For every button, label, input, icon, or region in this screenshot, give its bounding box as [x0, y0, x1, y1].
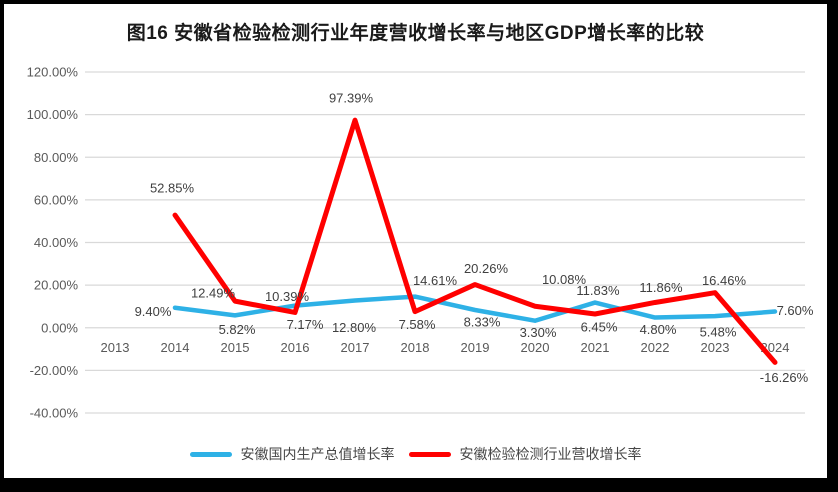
data-label: 52.85% [150, 181, 195, 196]
data-label: 7.17% [287, 317, 324, 332]
x-tick-label: 2023 [701, 340, 730, 355]
y-tick-label: 20.00% [34, 278, 79, 293]
data-label: 10.39% [265, 289, 310, 304]
data-label: 10.08% [542, 272, 587, 287]
y-tick-label: 60.00% [34, 192, 79, 207]
x-tick-label: 2017 [341, 340, 370, 355]
data-label: 7.58% [399, 317, 436, 332]
y-tick-label: 40.00% [34, 235, 79, 250]
x-tick-label: 2020 [521, 340, 550, 355]
data-label: 16.46% [702, 273, 747, 288]
x-tick-label: 2019 [461, 340, 490, 355]
x-tick-label: 2022 [641, 340, 670, 355]
data-label: 4.80% [640, 322, 677, 337]
data-label: 5.48% [700, 325, 737, 340]
y-tick-label: -40.00% [30, 406, 79, 421]
x-tick-label: 2013 [101, 340, 130, 355]
data-label: 7.60% [777, 303, 814, 318]
data-label: 6.45% [581, 320, 618, 335]
data-label: 12.80% [332, 320, 377, 335]
chart-legend: 安徽国内生产总值增长率 安徽检验检测行业营收增长率 [4, 444, 827, 464]
industry-line-swatch-icon [408, 451, 451, 457]
y-tick-label: 80.00% [34, 150, 79, 165]
chart-title: 图16 安徽省检验检测行业年度营收增长率与地区GDP增长率的比较 [126, 23, 705, 44]
x-tick-label: 2016 [281, 340, 310, 355]
data-label: 5.82% [219, 322, 256, 337]
data-label: 8.33% [464, 314, 501, 329]
data-label: 11.86% [639, 280, 683, 295]
data-label: 3.30% [520, 325, 557, 340]
legend-label-gdp: 安徽国内生产总值增长率 [240, 446, 395, 462]
data-label: -16.26% [760, 370, 809, 385]
gdp-line-swatch-icon [189, 451, 232, 457]
data-label: 11.83% [576, 283, 620, 298]
data-label: 97.39% [329, 91, 374, 106]
x-tick-label: 2015 [221, 340, 250, 355]
industry-revenue-growth-line [172, 117, 778, 365]
y-tick-label: 100.00% [27, 107, 79, 122]
legend-item-gdp: 安徽国内生产总值增长率 [189, 444, 395, 464]
legend-label-industry: 安徽检验检测行业营收增长率 [459, 446, 642, 462]
data-label: 14.61% [413, 273, 458, 288]
x-tick-label: 2014 [161, 340, 190, 355]
legend-item-industry: 安徽检验检测行业营收增长率 [408, 444, 642, 464]
y-tick-label: 120.00% [27, 65, 79, 80]
data-label: 12.49% [191, 286, 236, 301]
y-tick-label: 0.00% [41, 320, 78, 335]
x-tick-label: 2021 [581, 340, 610, 355]
data-label: 20.26% [464, 261, 509, 276]
x-tick-label: 2018 [401, 340, 430, 355]
data-label: 9.40% [135, 304, 172, 319]
plot-area: 120.00% 100.00% 80.00% 60.00% 40.00% 20.00% 0.… [27, 65, 814, 421]
y-tick-label: -20.00% [30, 363, 79, 378]
chart-figure: 图16 安徽省检验检测行业年度营收增长率与地区GDP增长率的比较 120.00%… [4, 4, 827, 478]
